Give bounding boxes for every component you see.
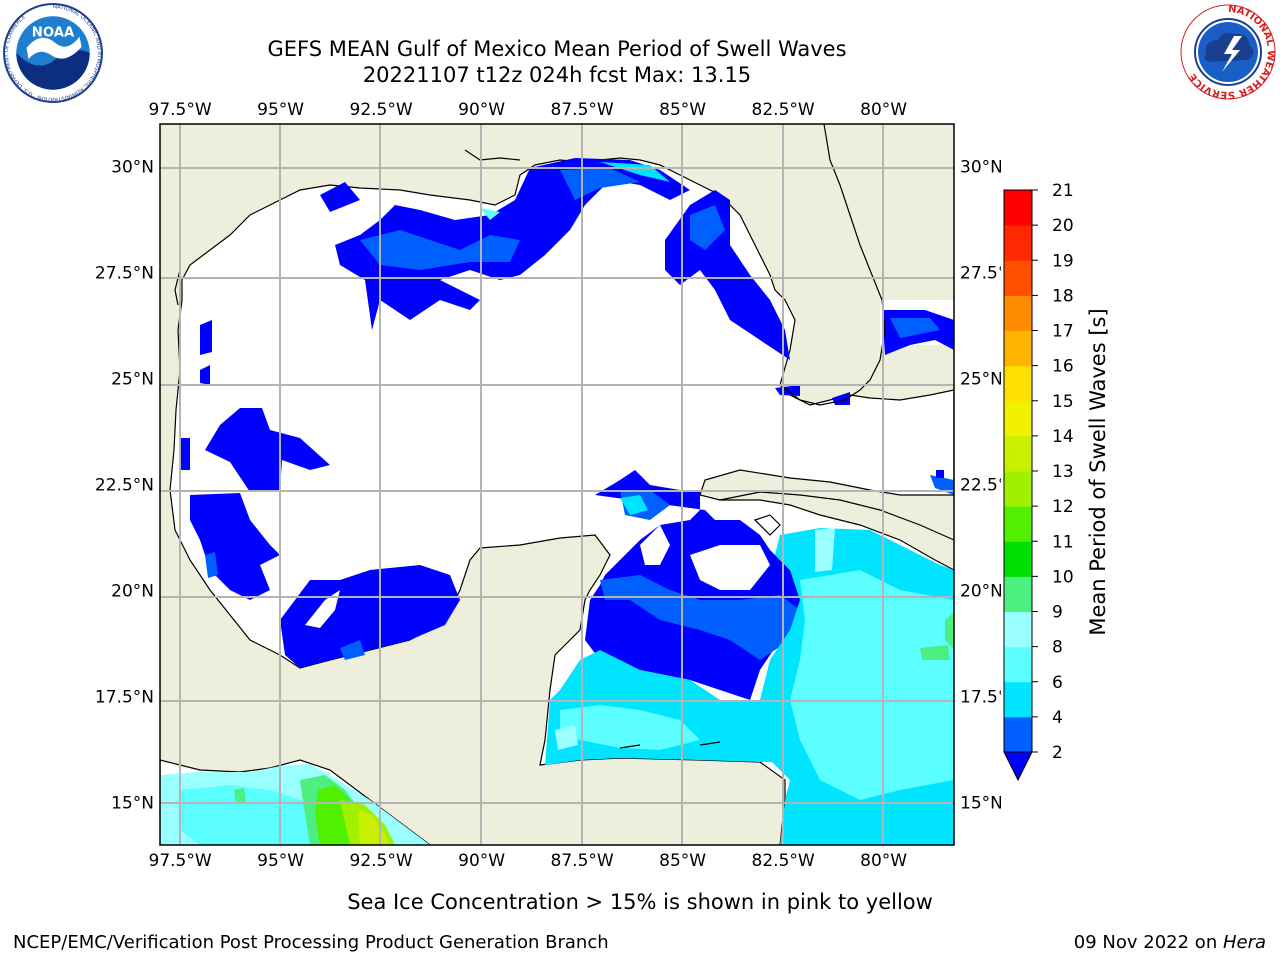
lat-label-left: 30°N <box>111 157 154 177</box>
colorbar-tick-label: 13 <box>1052 462 1074 482</box>
map-gridlines <box>160 124 954 845</box>
lat-label-left: 15°N <box>111 794 154 814</box>
map-title: GEFS MEAN Gulf of Mexico Mean Period of … <box>267 37 847 61</box>
noaa-wordmark: NOAA <box>32 26 75 41</box>
sea-ice-note: Sea Ice Concentration > 15% is shown in … <box>347 890 933 914</box>
lon-label-top: 82.5°W <box>752 100 815 120</box>
colorbar-tick-label: 16 <box>1052 357 1074 377</box>
colorbar-tick-label: 12 <box>1052 497 1074 517</box>
lon-label-top: 90°W <box>458 100 505 120</box>
colorbar: 2 4 6 8 9 10 11 12 13 14 15 16 17 18 19 20 21 <box>1003 181 1074 782</box>
colorbar-tick-label: 19 <box>1052 251 1074 271</box>
noaa-seal-icon: NOAA NATIONAL OCEANIC AND ATMOSPHERIC AD… <box>3 3 103 103</box>
colorbar-segment <box>1004 716 1032 753</box>
colorbar-extend-arrow <box>1003 751 1033 782</box>
lon-label-bottom: 97.5°W <box>149 851 212 871</box>
colorbar-segment <box>1004 681 1032 718</box>
lon-label-bottom: 95°W <box>257 851 304 871</box>
colorbar-segment <box>1004 611 1032 648</box>
colorbar-tick-label: 17 <box>1052 322 1074 342</box>
lon-label-bottom: 87.5°W <box>551 851 614 871</box>
colorbar-segment <box>1004 646 1032 683</box>
lat-label-right: 20°N <box>960 582 1003 602</box>
colorbar-tick-label: 4 <box>1052 708 1063 728</box>
lat-label-left: 22.5°N <box>95 476 154 496</box>
lat-label-left: 27.5°N <box>95 263 154 283</box>
lon-label-top: 80°W <box>860 100 907 120</box>
lat-label-right: 25°N <box>960 369 1003 389</box>
map-content <box>160 124 954 845</box>
colorbar-tick-label: 21 <box>1052 181 1074 201</box>
lat-label-left: 25°N <box>111 369 154 389</box>
lon-label-top: 97.5°W <box>149 100 212 120</box>
lon-label-bottom: 90°W <box>458 851 505 871</box>
latitude-labels-left: 30°N 27.5°N 25°N 22.5°N 20°N 17.5°N 15°N <box>95 157 154 813</box>
lat-label-right: 15°N <box>960 794 1003 814</box>
colorbar-segment <box>1004 225 1032 261</box>
colorbar-tick-label: 10 <box>1052 567 1074 587</box>
lat-label-left: 17.5°N <box>95 688 154 708</box>
footer-credit: NCEP/EMC/Verification Post Processing Pr… <box>13 932 609 953</box>
nws-seal-icon: NATIONAL WEATHER SERVICE <box>1180 4 1276 100</box>
colorbar-segment <box>1004 295 1032 331</box>
lon-label-bottom: 92.5°W <box>350 851 413 871</box>
colorbar-tick-label: 2 <box>1052 743 1063 763</box>
colorbar-tick-label: 18 <box>1052 286 1074 306</box>
map-frame <box>159 123 955 846</box>
colorbar-segment <box>1004 506 1032 542</box>
colorbar-segment <box>1004 365 1032 402</box>
colorbar-tick-label: 15 <box>1052 392 1074 412</box>
lon-label-top: 85°W <box>659 100 706 120</box>
colorbar-segment <box>1004 190 1032 226</box>
longitude-labels-bottom: 97.5°W 95°W 92.5°W 90°W 87.5°W 85°W 82.5°W 80°W <box>149 851 908 871</box>
footer-date: 09 Nov 2022 on Hera <box>1074 932 1266 953</box>
colorbar-segment <box>1004 260 1032 296</box>
lon-label-bottom: 80°W <box>860 851 907 871</box>
footer-date-text: 09 Nov 2022 on <box>1073 932 1223 953</box>
lat-label-left: 20°N <box>111 582 154 602</box>
swell-contours <box>160 158 954 845</box>
colorbar-tick-label: 6 <box>1052 673 1063 693</box>
colorbar-segment <box>1004 330 1032 367</box>
lon-label-bottom: 82.5°W <box>752 851 815 871</box>
lon-label-top: 92.5°W <box>350 100 413 120</box>
footer-host: Hera <box>1222 932 1266 953</box>
map-subtitle: 20221107 t12z 024h fcst Max: 13.15 <box>362 63 752 87</box>
lon-label-top: 95°W <box>257 100 304 120</box>
longitude-labels-top: 97.5°W 95°W 92.5°W 90°W 87.5°W 85°W 82.5°W 80°W <box>149 100 908 120</box>
lat-label-right: 27.5°N <box>960 263 1019 283</box>
lon-label-top: 87.5°W <box>551 100 614 120</box>
latitude-labels-right: 30°N 27.5°N 25°N 22.5°N 20°N 17.5°N 15°N <box>960 157 1019 814</box>
colorbar-segment <box>1004 471 1032 507</box>
colorbar-tick-label: 8 <box>1052 638 1063 658</box>
colorbar-segment <box>1004 541 1032 577</box>
lat-label-right: 30°N <box>960 157 1003 177</box>
colorbar-segment <box>1004 435 1032 472</box>
colorbar-label: Mean Period of Swell Waves [s] <box>1086 308 1110 635</box>
lat-label-right: 17.5°N <box>960 688 1019 708</box>
colorbar-segment <box>1004 400 1032 437</box>
lon-label-bottom: 85°W <box>659 851 706 871</box>
colorbar-tick-label: 11 <box>1052 532 1074 552</box>
colorbar-segment <box>1004 576 1032 612</box>
colorbar-tick-label: 9 <box>1052 603 1063 623</box>
colorbar-tick-label: 20 <box>1052 216 1074 236</box>
lat-label-right: 22.5°N <box>960 476 1019 496</box>
colorbar-tick-label: 14 <box>1052 427 1074 447</box>
